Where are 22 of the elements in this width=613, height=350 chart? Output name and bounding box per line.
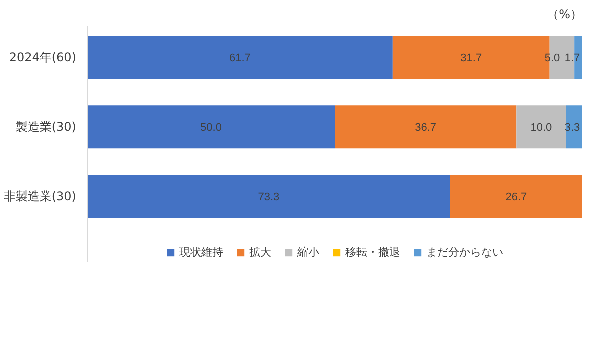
data-label: 31.7 bbox=[460, 52, 482, 65]
bar bbox=[516, 106, 566, 149]
data-label: 26.7 bbox=[506, 192, 528, 204]
bar bbox=[450, 175, 582, 218]
legend-label: まだ分からない bbox=[426, 245, 504, 260]
y-tick-label: 2024年(60) bbox=[9, 50, 76, 65]
data-label: 50.0 bbox=[200, 122, 222, 134]
bar bbox=[88, 175, 450, 218]
y-tick-label: 非製造業(30) bbox=[4, 190, 77, 204]
y-tick-label: 製造業(30) bbox=[16, 120, 77, 134]
legend-label: 縮小 bbox=[298, 245, 320, 260]
bar bbox=[88, 36, 393, 80]
text: （%） bbox=[547, 8, 583, 22]
data-label: 10.0 bbox=[530, 122, 552, 134]
bar bbox=[335, 106, 517, 149]
data-label: 61.7 bbox=[230, 52, 251, 65]
legend-label: 移転・撤退 bbox=[346, 245, 400, 260]
legend-label: 拡大 bbox=[250, 245, 272, 260]
data-label: 73.3 bbox=[258, 192, 280, 204]
legend-label: 現状維持 bbox=[180, 245, 224, 260]
data-label: 36.7 bbox=[415, 122, 437, 134]
bar bbox=[88, 106, 335, 149]
